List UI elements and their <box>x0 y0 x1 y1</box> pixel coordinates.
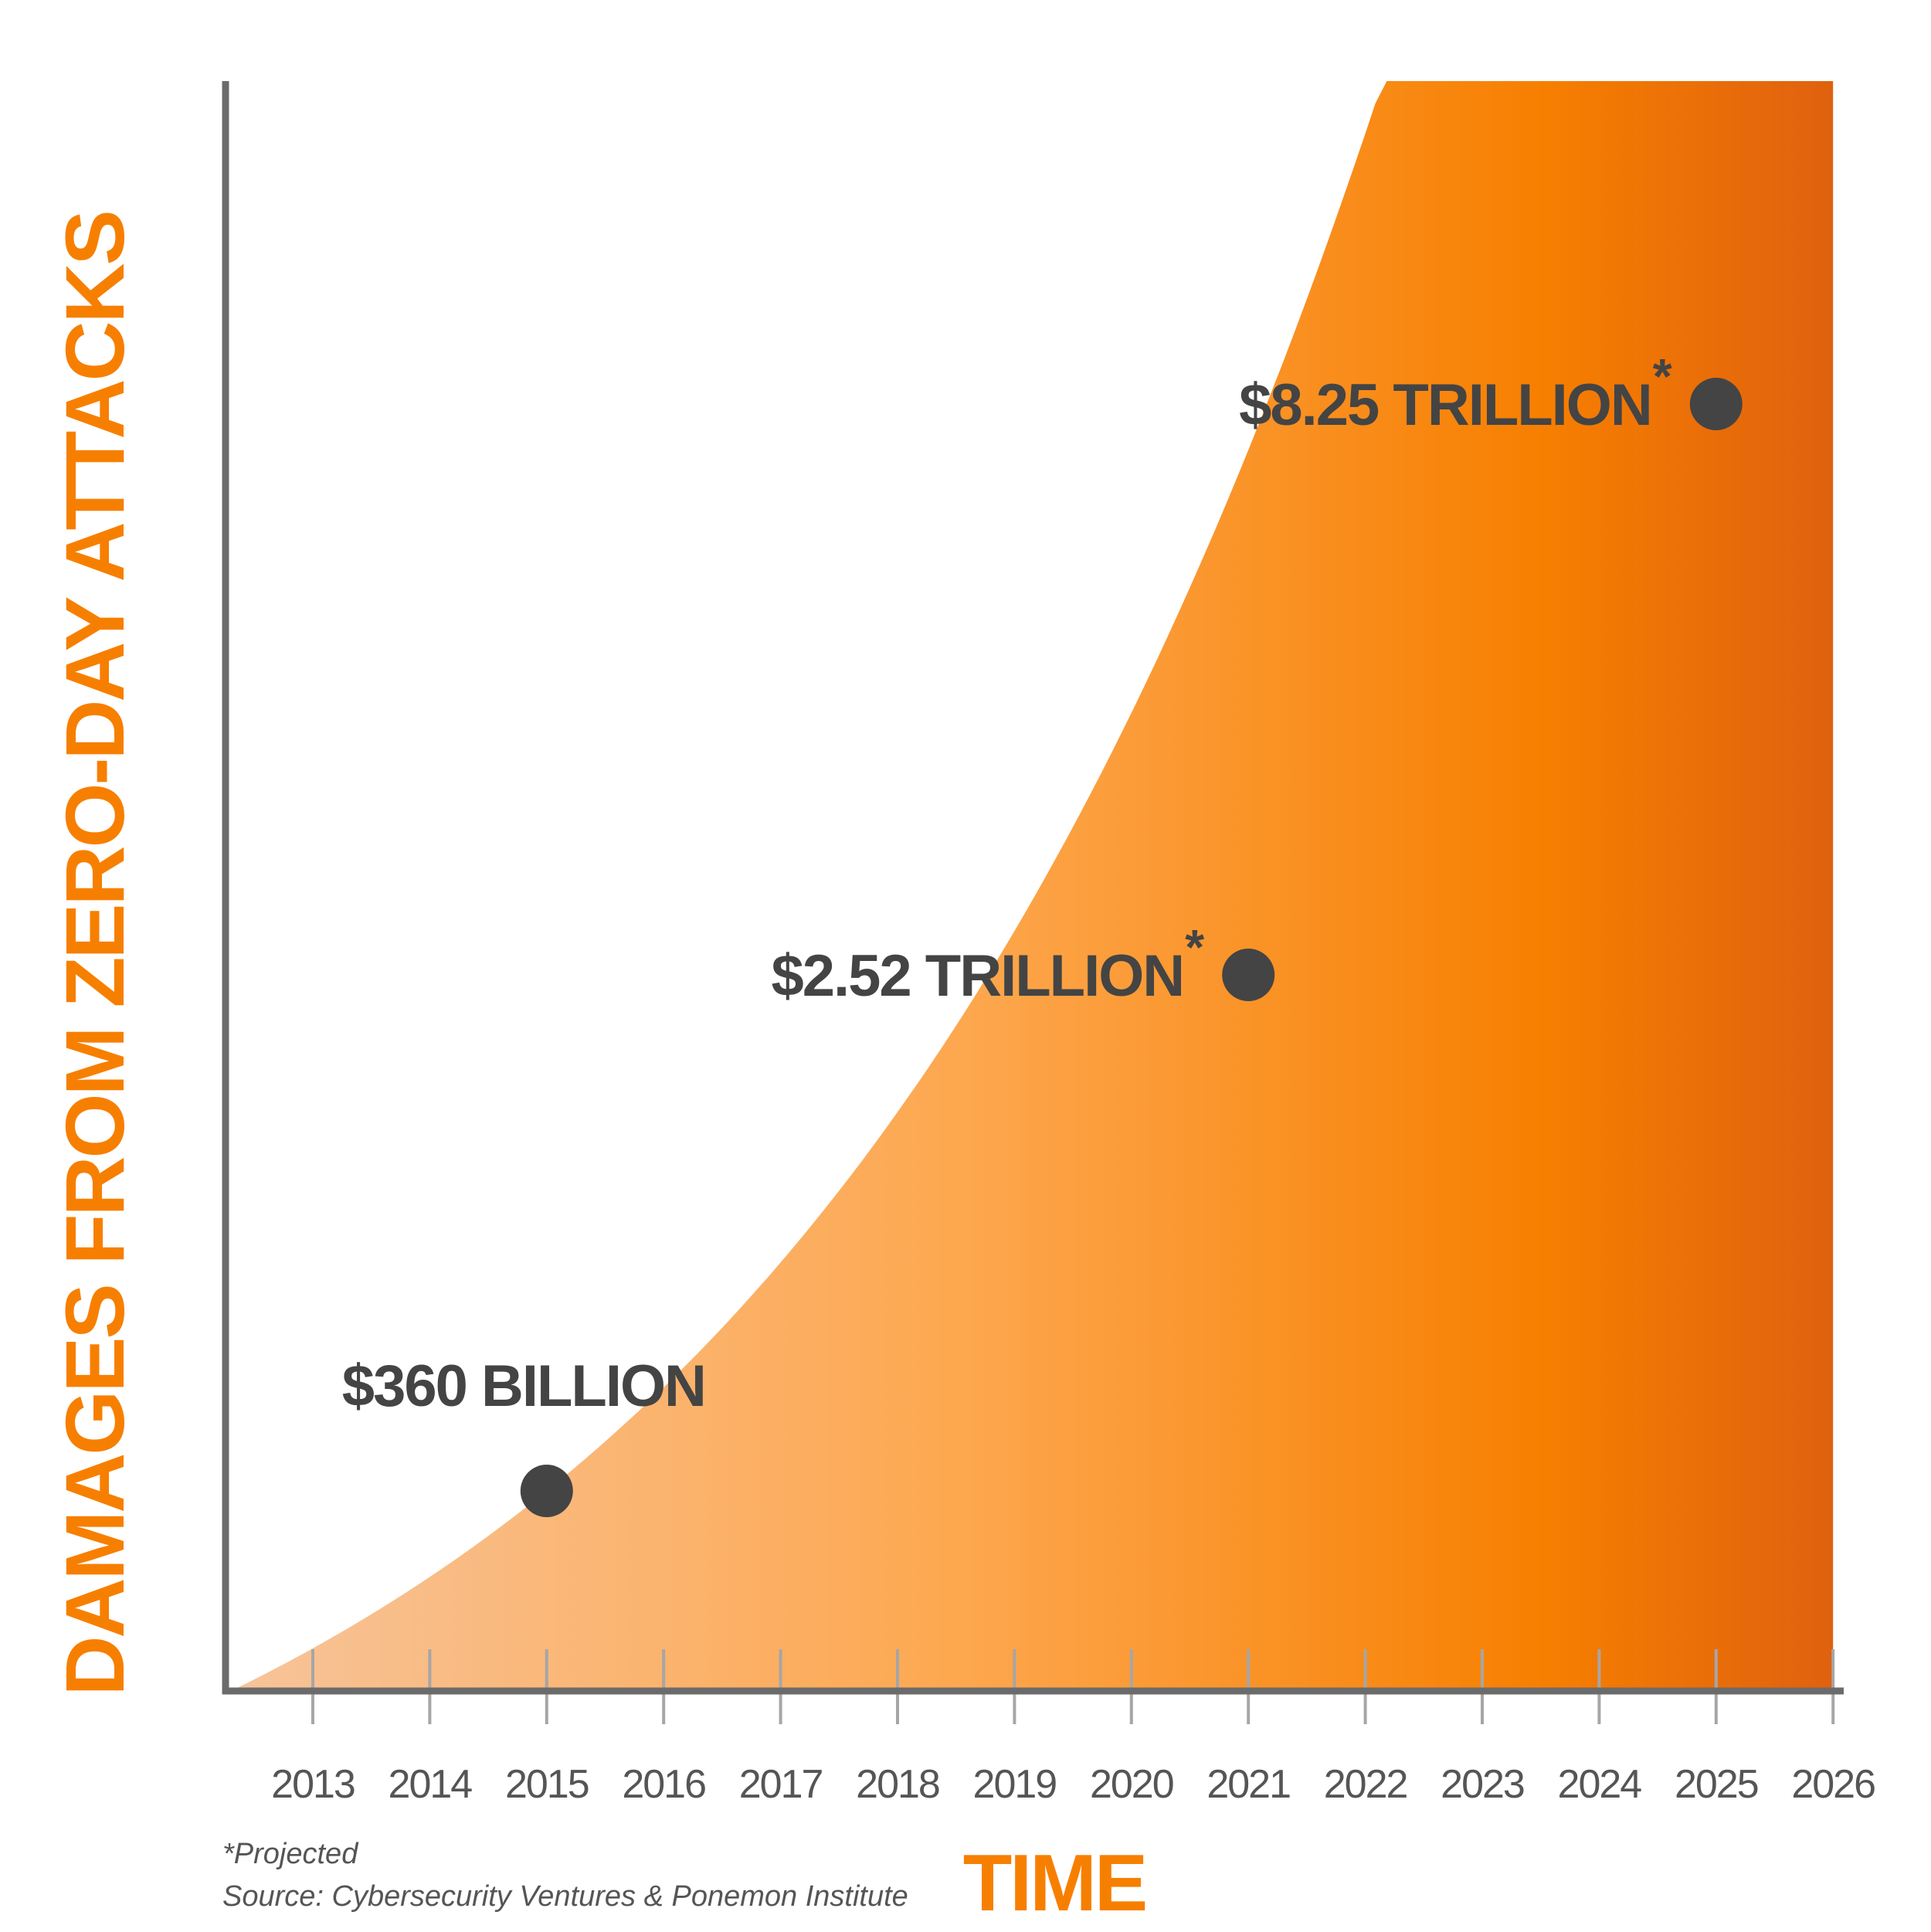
projected-marker: * <box>1185 919 1204 975</box>
x-tick-label: 2015 <box>505 1762 589 1807</box>
x-tick-label: 2013 <box>271 1762 355 1807</box>
data-point-label: $2.52 TRILLION <box>772 943 1184 1009</box>
footnote-projected: *Projected <box>222 1838 359 1870</box>
data-points <box>520 378 1743 1517</box>
x-tick-label: 2024 <box>1558 1762 1642 1807</box>
x-tick-label: 2017 <box>739 1762 823 1807</box>
x-tick-label: 2022 <box>1324 1762 1407 1807</box>
x-axis-label: TIME <box>963 1839 1145 1928</box>
x-tick-label: 2020 <box>1090 1762 1173 1807</box>
x-tick-label: 2025 <box>1675 1762 1758 1807</box>
data-point-marker <box>1689 378 1743 430</box>
data-point-label: $360 BILLION <box>342 1353 705 1419</box>
data-point-label: $8.25 TRILLION <box>1239 372 1651 438</box>
x-tick-label: 2026 <box>1791 1762 1875 1807</box>
x-axis-ticks <box>311 1649 1835 1724</box>
projected-marker: * <box>1653 348 1672 404</box>
x-tick-label: 2018 <box>856 1762 939 1807</box>
x-tick-label: 2019 <box>973 1762 1057 1807</box>
y-axis-label: DAMAGES FROM ZERO-DAY ATTACKS <box>48 212 141 1696</box>
footnote-source: Source: Cybersecurity Ventures & Ponemon… <box>222 1880 908 1913</box>
x-tick-label: 2023 <box>1441 1762 1524 1807</box>
x-tick-label: 2014 <box>389 1762 473 1807</box>
x-tick-label: 2016 <box>622 1762 705 1807</box>
data-point-marker <box>520 1465 573 1517</box>
area-series <box>231 81 1834 1691</box>
data-labels: $360 BILLION$2.52 TRILLION *$8.25 TRILLIO… <box>342 348 1672 1419</box>
data-point-marker <box>1222 949 1275 1001</box>
x-axis-tick-labels: 2013 2014 2015 2016 2017 2018 2019 2020 2021 2022… <box>271 1762 1876 1807</box>
x-tick-label: 2021 <box>1206 1762 1290 1807</box>
